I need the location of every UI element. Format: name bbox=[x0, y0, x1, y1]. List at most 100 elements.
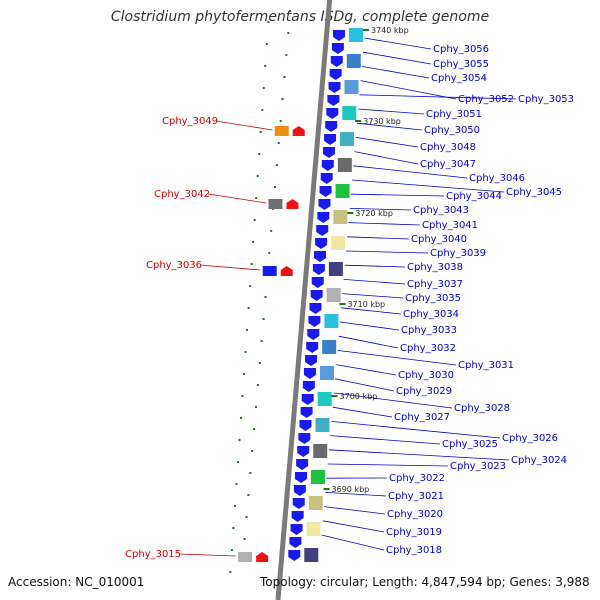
gene-label-cphy-3051[interactable]: Cphy_3051 bbox=[426, 109, 482, 120]
gene-label-cphy-3039[interactable]: Cphy_3039 bbox=[430, 248, 486, 259]
guide-dot bbox=[268, 252, 271, 254]
gene-label-cphy-3032[interactable]: Cphy_3032 bbox=[400, 343, 456, 354]
gene-arrow bbox=[315, 238, 328, 249]
gene-label-cphy-3036[interactable]: Cphy_3036 bbox=[146, 260, 202, 271]
gene-label-cphy-3020[interactable]: Cphy_3020 bbox=[387, 509, 443, 520]
gene-arrow bbox=[330, 56, 343, 67]
accession-text: Accession: NC_010001 bbox=[8, 575, 145, 589]
guide-dot bbox=[285, 54, 288, 56]
gene-arrow bbox=[311, 277, 324, 288]
guide-dot bbox=[238, 439, 241, 441]
gene-label-cphy-3041[interactable]: Cphy_3041 bbox=[422, 220, 478, 231]
guide-dot bbox=[256, 175, 259, 177]
guide-dot bbox=[258, 153, 261, 155]
leader-line bbox=[350, 193, 445, 197]
gene-label-cphy-3033[interactable]: Cphy_3033 bbox=[401, 325, 457, 336]
leader-line bbox=[331, 421, 501, 439]
gene-label-cphy-3052[interactable]: Cphy_3052 bbox=[458, 94, 514, 105]
gene-label-cphy-3023[interactable]: Cphy_3023 bbox=[450, 461, 506, 472]
gene-label-cphy-3028[interactable]: Cphy_3028 bbox=[454, 403, 510, 414]
scale-label: 3730 kbp bbox=[363, 117, 401, 126]
gene-label-cphy-3024[interactable]: Cphy_3024 bbox=[511, 455, 567, 466]
gene-arrow bbox=[286, 199, 299, 209]
guide-dot bbox=[265, 43, 268, 45]
gene-label-cphy-3054[interactable]: Cphy_3054 bbox=[431, 73, 487, 84]
leader-line bbox=[347, 236, 410, 240]
gene-label-cphy-3049[interactable]: Cphy_3049 bbox=[162, 116, 218, 127]
gene-label-cphy-3050[interactable]: Cphy_3050 bbox=[424, 125, 480, 136]
leader-line bbox=[345, 250, 429, 254]
gene-block bbox=[308, 496, 323, 510]
leader-line bbox=[321, 534, 385, 551]
leader-line bbox=[199, 264, 261, 271]
gene-block bbox=[322, 340, 337, 354]
gene-label-cphy-3019[interactable]: Cphy_3019 bbox=[386, 527, 442, 538]
gene-label-cphy-3056[interactable]: Cphy_3056 bbox=[433, 44, 489, 55]
guide-dot bbox=[253, 219, 256, 221]
gene-label-cphy-3055[interactable]: Cphy_3055 bbox=[433, 59, 489, 70]
gene-label-cphy-3053[interactable]: Cphy_3053 bbox=[518, 94, 574, 105]
gene-label-cphy-3030[interactable]: Cphy_3030 bbox=[398, 370, 454, 381]
gene-arrow bbox=[326, 108, 339, 119]
leader-line bbox=[352, 179, 505, 193]
gene-arrow bbox=[293, 485, 306, 496]
gene-label-cphy-3031[interactable]: Cphy_3031 bbox=[458, 360, 514, 371]
leader-line bbox=[355, 137, 419, 148]
gene-label-cphy-3047[interactable]: Cphy_3047 bbox=[420, 159, 476, 170]
gene-arrow bbox=[291, 511, 304, 522]
scale-label: 3690 kbp bbox=[332, 485, 370, 494]
gene-label-cphy-3018[interactable]: Cphy_3018 bbox=[386, 545, 442, 556]
gene-label-cphy-3046[interactable]: Cphy_3046 bbox=[469, 173, 525, 184]
gene-label-cphy-3038[interactable]: Cphy_3038 bbox=[407, 262, 463, 273]
guide-dot bbox=[249, 472, 252, 474]
guide-dot bbox=[287, 32, 290, 34]
gene-label-cphy-3048[interactable]: Cphy_3048 bbox=[420, 142, 476, 153]
leader-line bbox=[322, 520, 385, 533]
guide-dot bbox=[246, 329, 249, 331]
guide-dot bbox=[262, 318, 265, 320]
gene-label-cphy-3040[interactable]: Cphy_3040 bbox=[411, 234, 467, 245]
guide-dot bbox=[232, 527, 235, 529]
guide-dot bbox=[277, 142, 280, 144]
gene-label-cphy-3037[interactable]: Cphy_3037 bbox=[407, 279, 463, 290]
guide-dot bbox=[270, 230, 273, 232]
guide-dot bbox=[283, 76, 286, 78]
gene-block bbox=[337, 158, 352, 172]
gene-block bbox=[344, 80, 359, 94]
guide-dot bbox=[240, 417, 242, 419]
gene-label-cphy-3034[interactable]: Cphy_3034 bbox=[403, 309, 459, 320]
guide-dot bbox=[241, 395, 244, 397]
guide-dot bbox=[233, 505, 236, 507]
gene-label-cphy-3035[interactable]: Cphy_3035 bbox=[405, 293, 461, 304]
guide-dot bbox=[260, 340, 263, 342]
leader-line bbox=[364, 37, 432, 50]
leader-line bbox=[332, 406, 393, 418]
gene-block bbox=[335, 184, 350, 198]
leader-line bbox=[207, 193, 267, 204]
gene-arrow bbox=[328, 82, 341, 93]
gene-arrow bbox=[288, 550, 301, 561]
gene-label-cphy-3025[interactable]: Cphy_3025 bbox=[442, 439, 498, 450]
guide-dot bbox=[281, 98, 284, 100]
gene-label-cphy-3027[interactable]: Cphy_3027 bbox=[394, 412, 450, 423]
guide-dot bbox=[253, 428, 256, 430]
gene-arrow bbox=[325, 121, 338, 132]
gene-label-cphy-3015[interactable]: Cphy_3015 bbox=[125, 549, 181, 560]
leader-line bbox=[339, 321, 400, 331]
gene-arrow bbox=[289, 537, 302, 548]
gene-block bbox=[306, 522, 321, 536]
gene-label-cphy-3022[interactable]: Cphy_3022 bbox=[389, 473, 445, 484]
gene-label-cphy-3029[interactable]: Cphy_3029 bbox=[396, 386, 452, 397]
gene-label-cphy-3045[interactable]: Cphy_3045 bbox=[506, 187, 562, 198]
guide-dot bbox=[245, 516, 248, 518]
gene-label-cphy-3021[interactable]: Cphy_3021 bbox=[388, 491, 444, 502]
gene-label-cphy-3043[interactable]: Cphy_3043 bbox=[413, 205, 469, 216]
gene-arrow bbox=[299, 420, 312, 431]
gene-label-cphy-3026[interactable]: Cphy_3026 bbox=[502, 433, 558, 444]
leader-line bbox=[353, 165, 468, 179]
gene-arrow bbox=[307, 329, 320, 340]
leader-line bbox=[330, 435, 441, 445]
gene-label-cphy-3042[interactable]: Cphy_3042 bbox=[154, 189, 210, 200]
guide-dot bbox=[247, 494, 250, 496]
gene-label-cphy-3044[interactable]: Cphy_3044 bbox=[446, 191, 502, 202]
